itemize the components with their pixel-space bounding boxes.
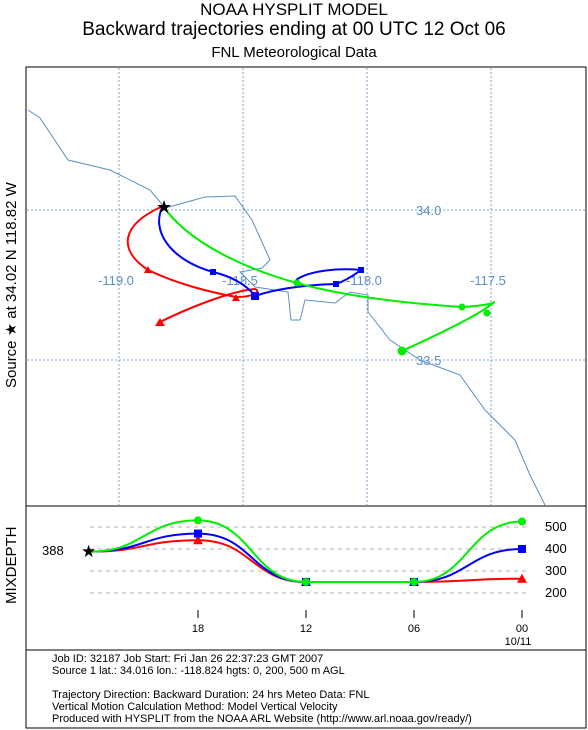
- mixdepth-marker-blue-24h: [518, 545, 526, 553]
- x-tick-18: 18: [192, 623, 204, 635]
- blue-marker-24h: [358, 267, 364, 273]
- trajectory-line-blue: [158, 205, 364, 298]
- trajectory-green: [162, 205, 496, 356]
- mixdepth-source-star-icon: ★: [81, 542, 96, 562]
- x-tick-00: 00: [516, 623, 528, 635]
- y-tick-400: 400: [545, 541, 567, 556]
- x-date-label: 10/11: [505, 636, 532, 648]
- chart-title-line3: FNL Meteorological Data: [211, 44, 377, 61]
- trajectory-line-green: [162, 205, 496, 352]
- blue-marker-18h: [333, 281, 339, 287]
- y-tick-300: 300: [545, 563, 567, 578]
- mixdepth-series: [89, 516, 527, 586]
- mixdepth-marker-red-6h: [193, 535, 203, 545]
- mixdepth-marker-green-12h: [302, 578, 310, 586]
- footer-frame: [25, 649, 587, 729]
- footer-direction-line: Trajectory Direction: Backward Duration:…: [52, 689, 370, 701]
- mixdepth-line-red: [89, 539, 523, 583]
- mixdepth-axis-label: MIXDEPTH: [3, 526, 20, 604]
- mixdepth-marker-green-24h: [518, 517, 526, 526]
- lon-label-119.0: -119.0: [98, 273, 134, 288]
- chart-title-line2: Backward trajectories ending at 00 UTC 1…: [82, 19, 506, 40]
- red-marker-6h: [144, 266, 152, 273]
- y-tick-200: 200: [545, 585, 567, 600]
- lon-label-118.0: -118.0: [346, 273, 382, 288]
- x-tick-marks: [197, 610, 523, 618]
- lat-label-33.5: 33.5: [416, 353, 441, 368]
- x-tick-06: 06: [408, 623, 420, 635]
- coastline: [27, 109, 546, 506]
- red-marker-12h: [232, 294, 240, 301]
- blue-marker-6h: [210, 269, 216, 275]
- lon-label-117.5: -117.5: [470, 273, 506, 288]
- green-marker-12h: [458, 303, 466, 311]
- mixdepth-marker-green-18h: [410, 578, 418, 586]
- trajectory-blue: [158, 205, 364, 300]
- mixdepth-marker-green-6h: [194, 516, 202, 525]
- footer-produced-line: Produced with HYSPLIT from the NOAA ARL …: [52, 713, 472, 725]
- lon-label-118.5: -118.5: [222, 273, 258, 288]
- footer-method-line: Vertical Motion Calculation Method: Mode…: [52, 701, 338, 713]
- mixdepth-line-blue: [89, 532, 523, 583]
- x-tick-12: 12: [300, 623, 312, 635]
- footer-source-line: Source 1 lat.: 34.016 lon.: -118.824 hgt…: [52, 665, 345, 677]
- blue-marker-12h: [251, 292, 259, 300]
- source-label: Source ★ at 34.02 N 118.82 W: [3, 181, 20, 388]
- mixdepth-start-value: 388: [42, 543, 64, 558]
- source-star-icon: ★: [156, 197, 172, 218]
- mixdepth-marker-red-24h: [517, 573, 527, 583]
- map-grid: [27, 68, 585, 505]
- red-marker-24h: [155, 318, 165, 326]
- lat-label-34.0: 34.0: [416, 203, 441, 218]
- mixdepth-marker-blue-6h: [194, 529, 202, 538]
- trajectory-red: [126, 205, 259, 326]
- green-marker-6h: [293, 279, 301, 287]
- y-tick-500: 500: [545, 519, 567, 534]
- chart-title-line1: NOAA HYSPLIT MODEL: [200, 0, 388, 19]
- green-marker-18h: [483, 309, 491, 317]
- footer-job-line: Job ID: 32187 Job Start: Fri Jan 26 22:3…: [52, 653, 324, 665]
- green-marker-24h: [397, 346, 407, 356]
